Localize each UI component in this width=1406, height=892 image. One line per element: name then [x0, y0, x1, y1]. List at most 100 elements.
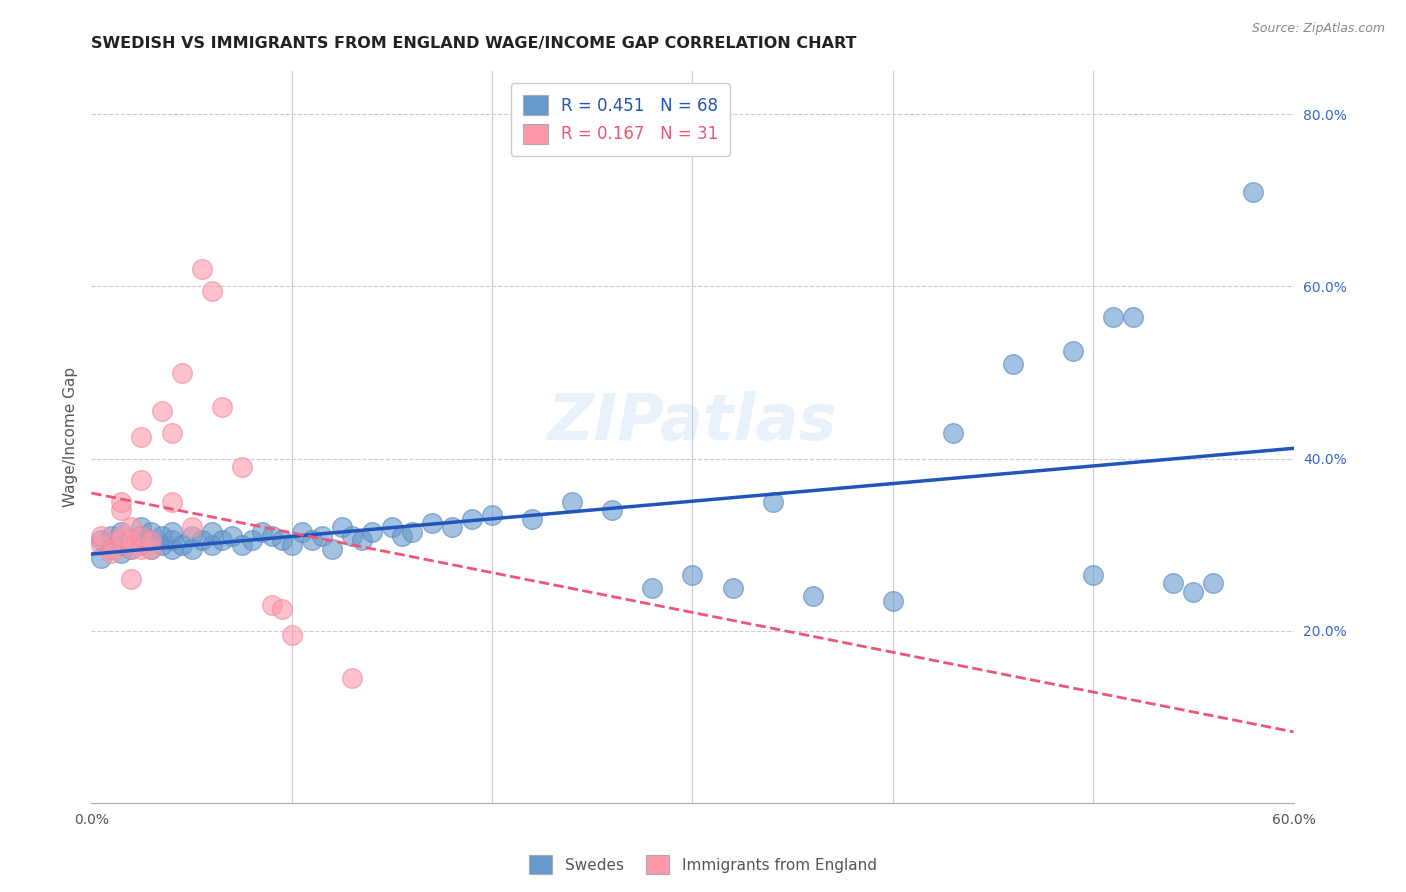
Point — [170, 366, 193, 380]
Y-axis label: Wage/Income Gap: Wage/Income Gap — [62, 367, 77, 508]
Point — [180, 541, 202, 556]
Point — [440, 520, 463, 534]
Point — [1122, 310, 1144, 324]
Point — [201, 284, 224, 298]
Point — [131, 538, 153, 552]
Point — [270, 533, 292, 548]
Point — [360, 524, 382, 539]
Point — [1163, 576, 1185, 591]
Point — [121, 533, 143, 548]
Point — [381, 520, 404, 534]
Point — [160, 524, 183, 539]
Point — [160, 494, 183, 508]
Point — [281, 538, 304, 552]
Point — [522, 512, 544, 526]
Point — [131, 473, 153, 487]
Point — [1202, 576, 1225, 591]
Point — [250, 524, 273, 539]
Point — [90, 550, 112, 565]
Point — [762, 494, 785, 508]
Point — [201, 524, 224, 539]
Point — [942, 425, 965, 440]
Point — [121, 572, 143, 586]
Point — [121, 541, 143, 556]
Point — [1083, 567, 1105, 582]
Point — [1062, 344, 1084, 359]
Point — [260, 598, 283, 612]
Text: Source: ZipAtlas.com: Source: ZipAtlas.com — [1251, 22, 1385, 36]
Point — [391, 529, 413, 543]
Point — [260, 529, 283, 543]
Point — [100, 541, 122, 556]
Point — [681, 567, 703, 582]
Point — [160, 533, 183, 548]
Point — [1243, 185, 1265, 199]
Legend: Swedes, Immigrants from England: Swedes, Immigrants from England — [523, 849, 883, 880]
Point — [211, 400, 233, 414]
Point — [110, 533, 132, 548]
Point — [131, 529, 153, 543]
Point — [141, 541, 163, 556]
Point — [160, 541, 183, 556]
Text: ZIPatlas: ZIPatlas — [548, 392, 837, 453]
Point — [110, 503, 132, 517]
Point — [221, 529, 243, 543]
Point — [141, 533, 163, 548]
Point — [561, 494, 583, 508]
Point — [1102, 310, 1125, 324]
Point — [141, 541, 163, 556]
Point — [100, 546, 122, 560]
Point — [180, 520, 202, 534]
Point — [211, 533, 233, 548]
Point — [281, 628, 304, 642]
Point — [121, 533, 143, 548]
Point — [110, 524, 132, 539]
Point — [340, 529, 363, 543]
Point — [131, 541, 153, 556]
Point — [301, 533, 323, 548]
Point — [141, 533, 163, 548]
Point — [481, 508, 503, 522]
Point — [131, 520, 153, 534]
Point — [201, 538, 224, 552]
Point — [100, 541, 122, 556]
Point — [340, 671, 363, 685]
Point — [350, 533, 373, 548]
Point — [170, 538, 193, 552]
Point — [270, 602, 292, 616]
Point — [150, 404, 173, 418]
Point — [231, 538, 253, 552]
Point — [90, 529, 112, 543]
Point — [311, 529, 333, 543]
Point — [801, 589, 824, 603]
Point — [160, 425, 183, 440]
Point — [231, 460, 253, 475]
Point — [180, 529, 202, 543]
Point — [121, 541, 143, 556]
Point — [190, 533, 212, 548]
Point — [330, 520, 353, 534]
Point — [321, 541, 343, 556]
Point — [110, 494, 132, 508]
Point — [100, 529, 122, 543]
Point — [141, 524, 163, 539]
Point — [1001, 357, 1024, 371]
Text: SWEDISH VS IMMIGRANTS FROM ENGLAND WAGE/INCOME GAP CORRELATION CHART: SWEDISH VS IMMIGRANTS FROM ENGLAND WAGE/… — [91, 36, 856, 51]
Point — [1182, 585, 1205, 599]
Point — [131, 430, 153, 444]
Point — [110, 546, 132, 560]
Point — [150, 538, 173, 552]
Point — [90, 533, 112, 548]
Point — [602, 503, 624, 517]
Point — [240, 533, 263, 548]
Point — [420, 516, 443, 530]
Point — [401, 524, 423, 539]
Point — [882, 593, 904, 607]
Legend: R = 0.451   N = 68, R = 0.167   N = 31: R = 0.451 N = 68, R = 0.167 N = 31 — [510, 83, 730, 156]
Point — [131, 529, 153, 543]
Point — [110, 529, 132, 543]
Point — [110, 538, 132, 552]
Point — [291, 524, 314, 539]
Point — [641, 581, 664, 595]
Point — [121, 520, 143, 534]
